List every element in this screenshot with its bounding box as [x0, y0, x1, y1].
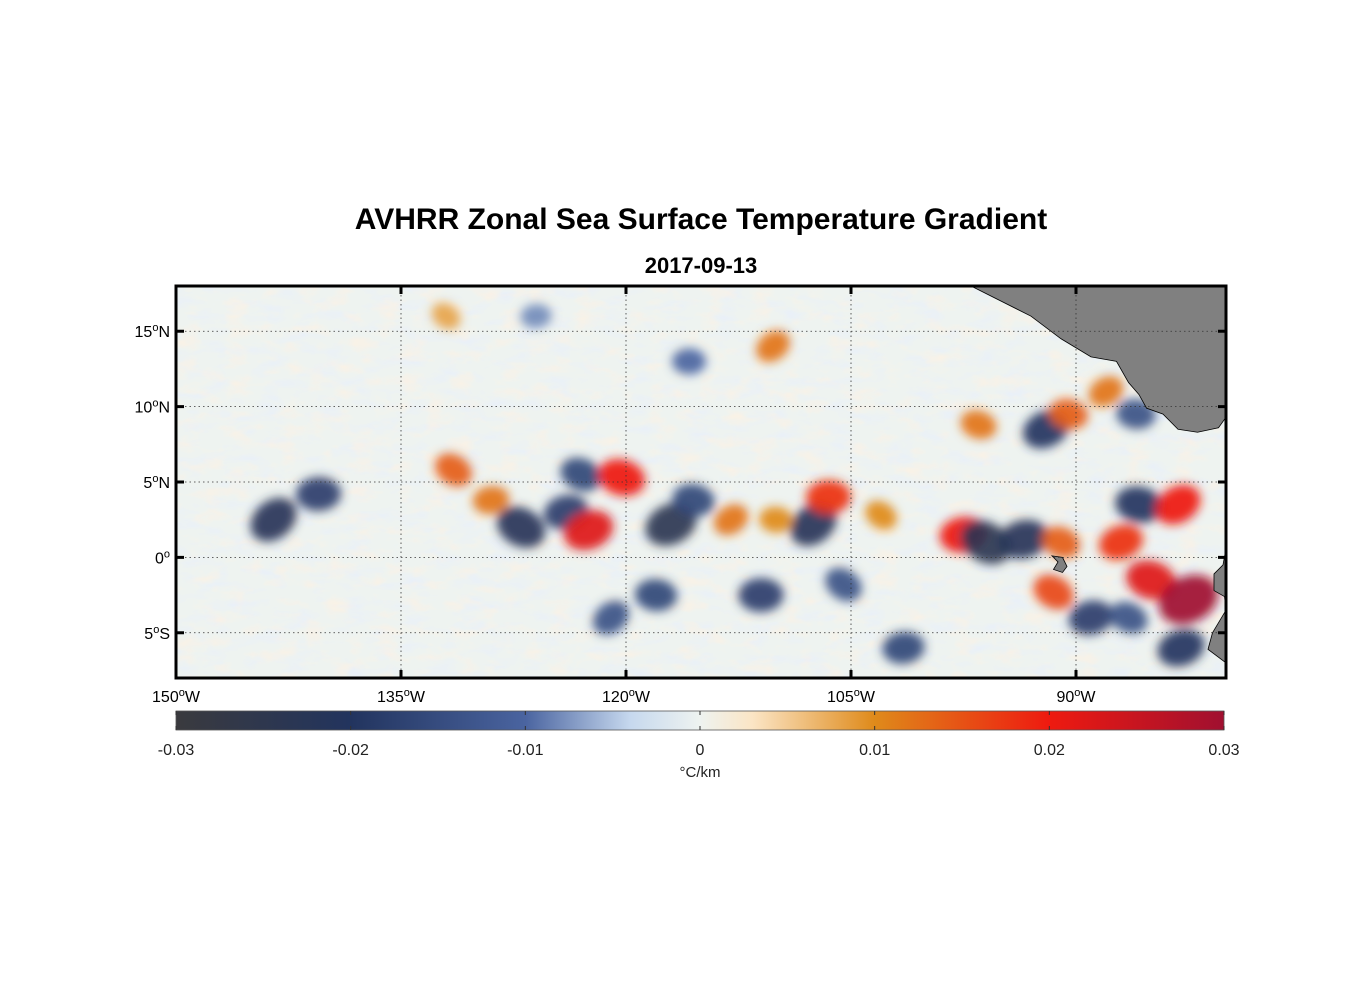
gradient-feature	[738, 578, 784, 613]
gradient-feature	[713, 504, 749, 536]
gradient-feature	[960, 410, 997, 440]
gradient-feature	[250, 497, 297, 542]
gradient-feature	[520, 304, 552, 329]
gradient-feature	[496, 506, 546, 548]
gradient-feature	[672, 348, 706, 375]
gradient-feature	[472, 485, 510, 515]
gradient-feature	[431, 302, 461, 330]
tick-label-lon: 90oW	[1056, 687, 1096, 706]
tick-label-lat: 10oN	[135, 398, 170, 417]
gradient-feature	[634, 579, 678, 612]
gradient-feature	[1041, 526, 1081, 559]
gradient-feature	[960, 520, 1012, 565]
chart-title: AVHRR Zonal Sea Surface Temperature Grad…	[354, 203, 1048, 236]
gradient-feature	[1109, 601, 1148, 634]
tick-label-lon: 135oW	[377, 687, 426, 706]
gradient-feature	[1098, 524, 1144, 561]
tick-label-lon: 150oW	[152, 687, 201, 706]
gradient-feature	[756, 330, 790, 363]
gradient-feature	[1157, 629, 1205, 667]
gradient-features	[250, 302, 1219, 667]
land-central-america	[896, 286, 1226, 433]
gradient-feature	[1158, 574, 1219, 625]
chart-subtitle: 2017-09-13	[644, 253, 758, 278]
tick-label-lat: 15oN	[135, 322, 170, 341]
tick-label-lat: 0o	[155, 548, 170, 567]
axis-ticks: 150oW 135oW 120oW 105oW 90oW 15oN 10oN 5oN 0o 5oS	[135, 286, 1226, 706]
tick-label-lat: 5oN	[143, 473, 170, 492]
gradient-feature	[295, 477, 342, 512]
gradient-feature	[435, 453, 472, 487]
gradient-feature	[825, 567, 862, 602]
gradient-feature	[672, 483, 715, 517]
tick-label-lon: 105oW	[827, 687, 876, 706]
gradient-feature	[805, 480, 852, 515]
gradient-feature	[1088, 376, 1124, 407]
colorbar-unit-label: °C/km	[679, 764, 721, 781]
gradient-feature	[882, 631, 925, 664]
gradient-feature	[1126, 560, 1176, 600]
gradient-feature	[592, 600, 630, 635]
gradient-feature	[759, 506, 793, 533]
tick-label-lon: 120oW	[602, 687, 651, 706]
gradient-feature	[1068, 600, 1114, 636]
gradient-texture-positive	[176, 286, 1226, 678]
tick-label-lat: 5oS	[144, 624, 170, 643]
gradient-feature	[597, 458, 646, 497]
gradient-feature	[563, 510, 614, 551]
gradient-feature	[1033, 574, 1074, 610]
gradient-feature	[560, 457, 602, 492]
gradient-feature	[998, 519, 1049, 559]
gradient-feature	[1115, 486, 1163, 523]
gradient-feature	[865, 500, 897, 530]
gradient-feature	[1155, 484, 1201, 525]
